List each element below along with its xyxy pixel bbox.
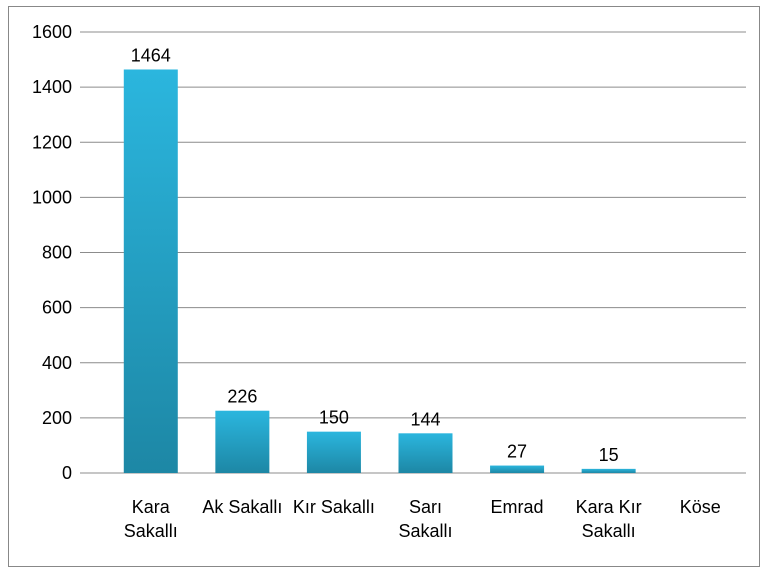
x-tick-label: Kır Sakallı [292, 497, 375, 517]
y-tick-label: 1200 [32, 132, 72, 152]
bar [306, 431, 361, 473]
chart-frame [8, 6, 760, 567]
y-tick-label: 200 [42, 408, 72, 428]
bar [490, 465, 545, 473]
y-tick-label: 1600 [32, 22, 72, 42]
data-label: 15 [599, 445, 619, 465]
y-tick-label: 0 [62, 463, 72, 483]
bar [215, 410, 270, 473]
y-tick-label: 1000 [32, 187, 72, 207]
bar [398, 433, 453, 473]
x-tick-label: Kara Sakallı [123, 497, 178, 541]
data-label: 1464 [131, 45, 171, 65]
x-tick-label: Ak Sakallı [202, 497, 283, 517]
y-tick-label: 600 [42, 298, 72, 318]
data-label: 150 [319, 408, 349, 428]
data-label: 27 [507, 442, 527, 462]
x-tick-label: Kara Kır Sakallı [575, 497, 642, 541]
x-tick-label: Köse [679, 497, 721, 517]
data-label: 226 [227, 387, 257, 407]
data-label: 144 [410, 409, 440, 429]
bar [581, 468, 636, 473]
x-tick-label: Emrad [490, 497, 544, 517]
bar [123, 69, 178, 474]
y-tick-label: 1400 [32, 77, 72, 97]
x-tick-label: Sarı Sakallı [398, 497, 453, 541]
y-tick-label: 800 [42, 243, 72, 263]
y-tick-label: 400 [42, 353, 72, 373]
